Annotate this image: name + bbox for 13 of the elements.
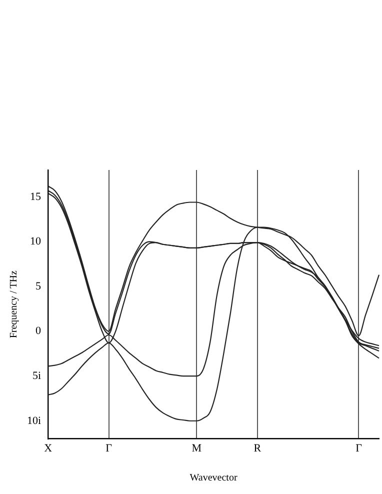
x-tick-label: Γ: [106, 442, 112, 454]
y-tick-label: 10: [30, 236, 42, 248]
y-axis-title: Frequency / THz: [8, 270, 20, 338]
x-tick-label: R: [254, 442, 262, 454]
x-axis-title: Wavevector: [190, 472, 238, 484]
x-tick-label: Γ: [356, 442, 362, 454]
y-tick-label: 0: [36, 325, 42, 338]
x-tick-label: X: [44, 442, 52, 454]
y-tick-label: 10i: [26, 414, 42, 427]
x-tick-label: M: [192, 442, 202, 454]
y-tick-label: 15: [30, 190, 42, 203]
y-tick-label: 5i: [32, 370, 42, 382]
y-tick-label: 5: [36, 280, 42, 292]
